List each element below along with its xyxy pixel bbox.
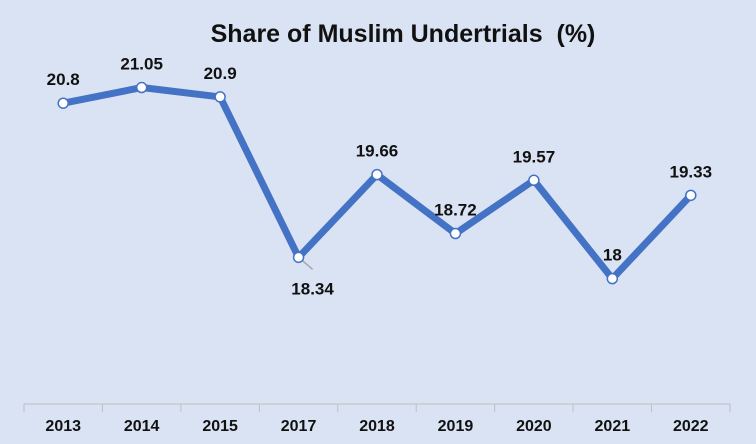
data-label: 19.66 <box>356 142 399 161</box>
data-label: 19.33 <box>670 162 713 181</box>
x-tick-label: 2020 <box>516 418 552 435</box>
data-point-marker <box>214 91 226 103</box>
x-tick-label: 2014 <box>124 418 160 435</box>
x-tick-label: 2022 <box>673 418 709 435</box>
data-label: 18 <box>603 246 622 265</box>
data-point-marker <box>528 174 540 187</box>
x-tick-label: 2017 <box>281 418 317 435</box>
x-tick-label: 2013 <box>45 418 81 435</box>
data-point-marker <box>449 227 462 240</box>
data-point-marker <box>371 168 383 181</box>
data-label: 18.34 <box>291 279 334 298</box>
data-point-marker <box>606 272 619 285</box>
x-tick-label: 2015 <box>202 418 238 435</box>
data-label: 20.8 <box>47 70 80 89</box>
data-label: 20.9 <box>204 64 237 83</box>
data-point-marker <box>292 251 305 264</box>
data-label: 18.72 <box>434 201 477 220</box>
series-line <box>59 84 695 283</box>
data-point-marker <box>57 97 69 109</box>
data-point-marker <box>685 189 697 202</box>
chart-title: Share of Muslim Undertrials (%) <box>210 20 596 48</box>
data-label: 19.57 <box>513 147 556 166</box>
x-tick-label: 2018 <box>359 418 395 435</box>
data-label: 21.05 <box>120 55 163 74</box>
data-point-marker <box>135 81 148 94</box>
x-tick-label: 2019 <box>438 418 474 435</box>
x-tick-label: 2021 <box>595 418 631 435</box>
